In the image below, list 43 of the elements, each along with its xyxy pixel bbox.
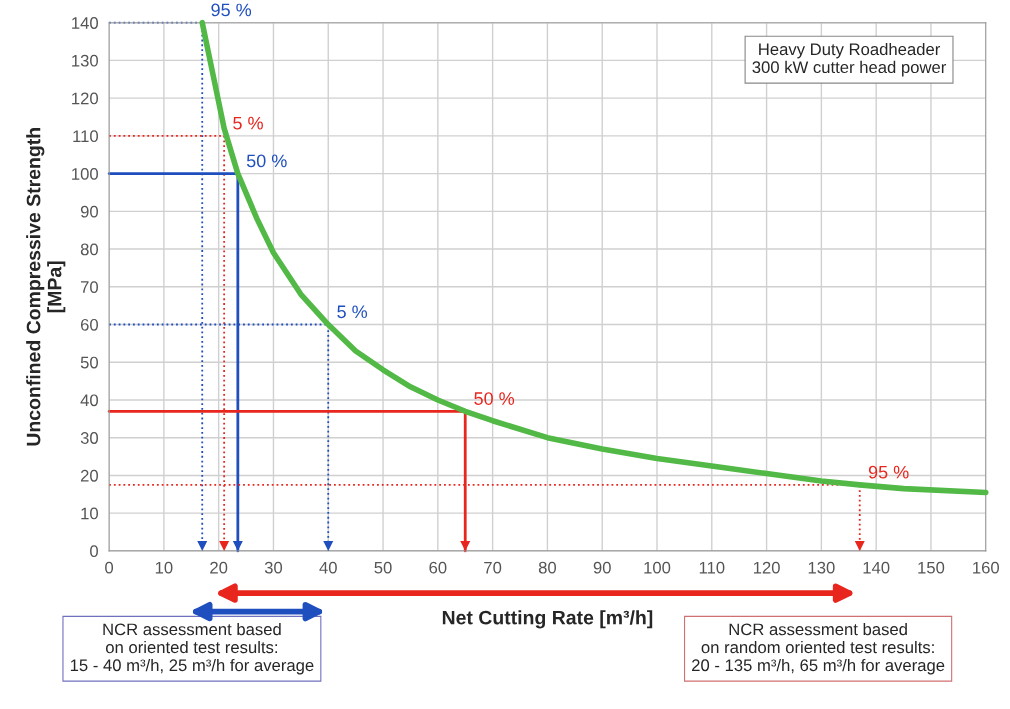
x-tick-label: 0 <box>105 561 114 574</box>
x-tick-label: 60 <box>429 561 447 574</box>
x-tick-label: 10 <box>155 561 173 574</box>
x-tick-label: 130 <box>808 561 835 574</box>
y-tick-label: 60 <box>80 318 99 331</box>
y-tick-label: 80 <box>80 243 99 256</box>
x-tick-label: 140 <box>863 561 890 574</box>
annotation: Heavy Duty Roadheader 300 kW cutter head power <box>752 42 947 77</box>
y-tick-label: 110 <box>73 130 99 143</box>
annotation: 95 % <box>211 3 252 17</box>
annotation: 50 % <box>474 392 515 405</box>
x-tick-label: 30 <box>264 561 283 574</box>
x-tick-label: 40 <box>319 561 337 574</box>
y-tick-label: 50 <box>80 356 99 369</box>
y-tick-label: 90 <box>80 205 99 218</box>
y-tick-label: 100 <box>72 168 99 180</box>
text: NCR assessment based on oriented test results: 15 - 40 m³/h, 25 m³/h for average <box>70 623 314 675</box>
x-tick-label: 20 <box>210 561 228 574</box>
text: NCR assessment based on random oriented test results: 20 - 135 m³/h, 65 m³/h for average <box>692 623 945 675</box>
y-tick-label: 70 <box>80 281 99 293</box>
x-tick-label: 120 <box>753 561 780 574</box>
y-tick-label: 140 <box>72 17 99 29</box>
y-tick-label: 40 <box>80 394 99 407</box>
x-tick-label: 150 <box>918 561 945 574</box>
x-tick-label: 160 <box>973 561 1000 574</box>
y-tick-label: 120 <box>72 92 99 105</box>
annotation: 50 % <box>246 154 287 168</box>
y-tick-label: 20 <box>80 469 99 482</box>
annotation: 95 % <box>868 465 909 479</box>
y-tick-label: 0 <box>90 545 99 558</box>
x-tick-label: 110 <box>699 561 725 574</box>
y-axis-title: Unconfined Compressive Strength [MPa] <box>26 128 66 446</box>
y-tick-label: 130 <box>72 54 99 67</box>
x-tick-label: 50 <box>374 561 392 574</box>
x-tick-label: 80 <box>538 561 557 574</box>
x-axis-title: Net Cutting Rate [m³/h] <box>442 610 653 629</box>
x-tick-label: 70 <box>484 561 502 574</box>
y-tick-label: 30 <box>80 432 99 444</box>
x-tick-label: 90 <box>593 561 611 574</box>
annotation: 5 % <box>233 116 263 130</box>
x-tick-label: 100 <box>644 561 671 574</box>
y-tick-label: 10 <box>81 507 99 520</box>
annotation: 5 % <box>337 305 368 319</box>
